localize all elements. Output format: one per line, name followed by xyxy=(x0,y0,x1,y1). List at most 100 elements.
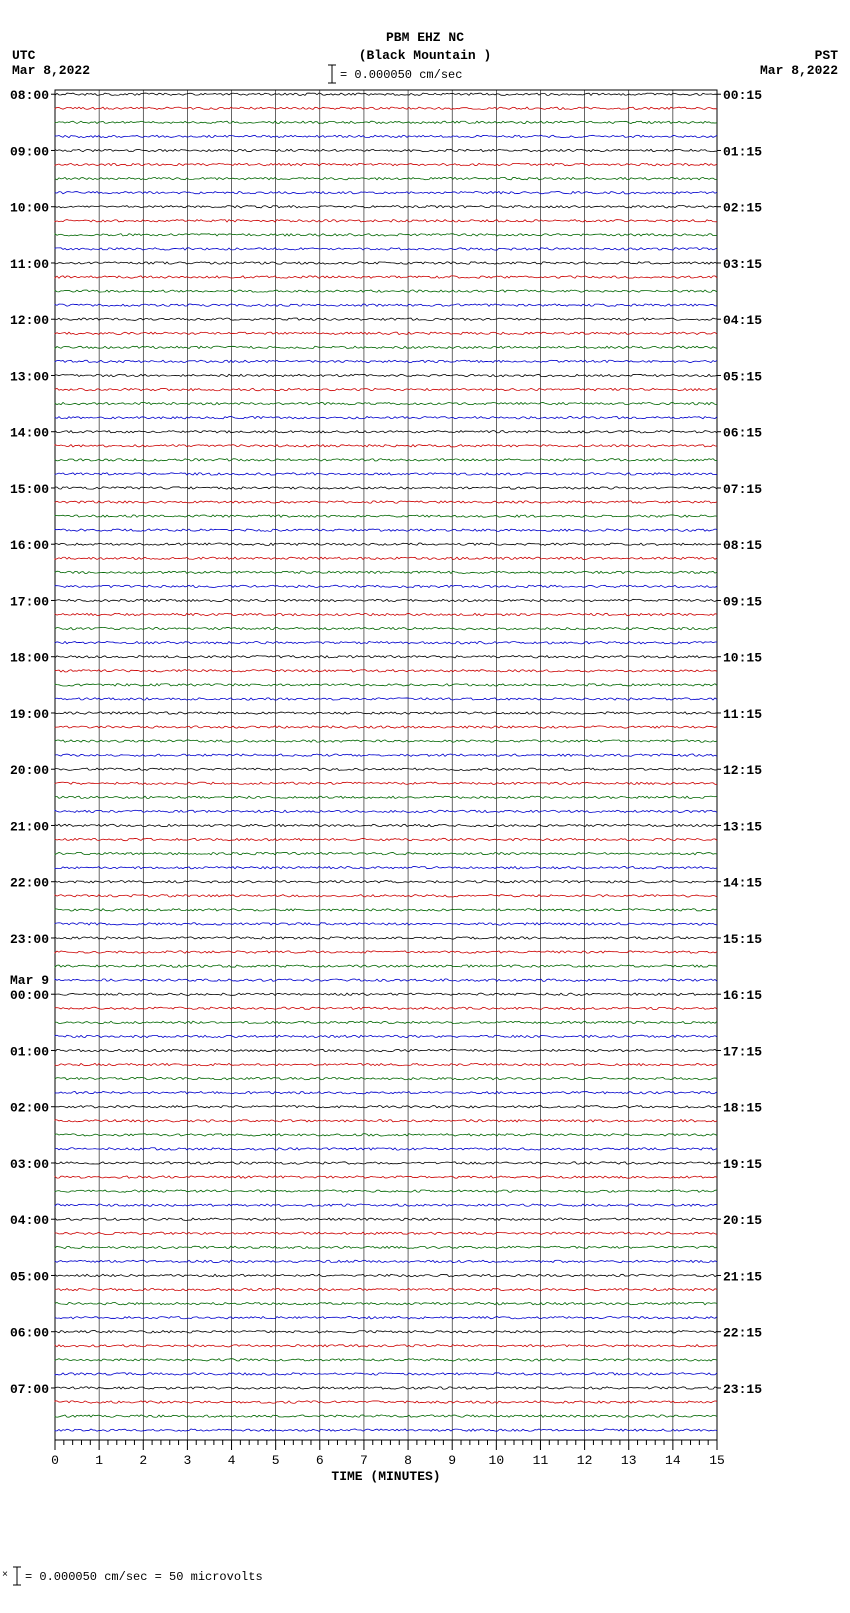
seismic-trace xyxy=(55,501,717,503)
utc-hour-label: 17:00 xyxy=(10,594,49,609)
utc-hour-label: 22:00 xyxy=(10,876,49,891)
seismic-trace xyxy=(55,1176,717,1178)
seismic-trace xyxy=(55,388,717,390)
seismic-trace xyxy=(55,571,717,573)
seismic-trace xyxy=(55,374,717,376)
seismic-trace xyxy=(55,135,717,137)
pst-hour-label: 02:15 xyxy=(723,201,762,216)
seismic-trace xyxy=(55,1021,717,1023)
seismic-trace xyxy=(55,163,717,165)
seismic-trace xyxy=(55,1120,717,1122)
utc-hour-label: 20:00 xyxy=(10,763,49,778)
seismic-trace xyxy=(55,149,717,151)
seismic-trace xyxy=(55,473,717,475)
utc-hour-label: 06:00 xyxy=(10,1326,49,1341)
seismic-trace xyxy=(55,1162,717,1164)
seismic-trace xyxy=(55,332,717,334)
utc-hour-label: 18:00 xyxy=(10,651,49,666)
seismic-trace xyxy=(55,1316,717,1318)
pst-hour-label: 21:15 xyxy=(723,1269,762,1284)
seismic-trace xyxy=(55,670,717,672)
seismic-trace xyxy=(55,1373,717,1375)
seismic-trace xyxy=(55,93,717,95)
seismic-trace xyxy=(55,824,717,826)
pst-hour-label: 12:15 xyxy=(723,763,762,778)
seismic-trace xyxy=(55,852,717,854)
seismic-trace xyxy=(55,515,717,517)
pst-hour-label: 20:15 xyxy=(723,1213,762,1228)
seismic-trace xyxy=(55,895,717,897)
pst-hour-label: 00:15 xyxy=(723,88,762,103)
pst-hour-label: 05:15 xyxy=(723,369,762,384)
seismic-trace xyxy=(55,248,717,250)
seismic-trace xyxy=(55,599,717,601)
seismic-trace xyxy=(55,1077,717,1079)
x-tick-label: 8 xyxy=(404,1453,412,1468)
seismic-trace xyxy=(55,866,717,868)
utc-hour-label: 16:00 xyxy=(10,538,49,553)
x-tick-label: 12 xyxy=(577,1453,593,1468)
seismic-trace xyxy=(55,684,717,686)
x-tick-label: 4 xyxy=(228,1453,236,1468)
helicorder-plot: 0123456789101112131415TIME (MINUTES)08:0… xyxy=(0,0,850,1560)
x-tick-label: 0 xyxy=(51,1453,59,1468)
utc-hour-label: 02:00 xyxy=(10,1101,49,1116)
x-axis-label: TIME (MINUTES) xyxy=(331,1469,440,1484)
helicorder-page: UTC Mar 8,2022 PST Mar 8,2022 PBM EHZ NC… xyxy=(0,0,850,1613)
seismic-trace xyxy=(55,1134,717,1136)
seismic-trace xyxy=(55,459,717,461)
footer-prefix: × xyxy=(2,1570,8,1581)
pst-hour-label: 10:15 xyxy=(723,651,762,666)
pst-hour-label: 01:15 xyxy=(723,144,762,159)
x-tick-label: 1 xyxy=(95,1453,103,1468)
seismic-trace xyxy=(55,1401,717,1403)
x-tick-label: 14 xyxy=(665,1453,681,1468)
seismic-trace xyxy=(55,1035,717,1037)
seismic-trace xyxy=(55,768,717,770)
utc-hour-label: 12:00 xyxy=(10,313,49,328)
scale-glyph-footer xyxy=(10,1565,24,1587)
seismic-trace xyxy=(55,290,717,292)
utc-hour-label: 00:00 xyxy=(10,988,49,1003)
seismic-trace xyxy=(55,557,717,559)
x-tick-label: 10 xyxy=(489,1453,505,1468)
seismic-trace xyxy=(55,121,717,123)
seismic-trace xyxy=(55,641,717,643)
seismic-trace xyxy=(55,1246,717,1248)
utc-hour-label: 09:00 xyxy=(10,144,49,159)
pst-hour-label: 15:15 xyxy=(723,932,762,947)
seismic-trace xyxy=(55,712,717,714)
seismic-trace xyxy=(55,881,717,883)
seismic-trace xyxy=(55,698,717,700)
pst-hour-label: 07:15 xyxy=(723,482,762,497)
pst-hour-label: 18:15 xyxy=(723,1101,762,1116)
x-tick-label: 7 xyxy=(360,1453,368,1468)
seismic-trace xyxy=(55,1415,717,1417)
seismic-trace xyxy=(55,220,717,222)
pst-hour-label: 04:15 xyxy=(723,313,762,328)
x-tick-label: 2 xyxy=(139,1453,147,1468)
seismic-trace xyxy=(55,346,717,348)
seismic-trace xyxy=(55,1429,717,1431)
x-tick-label: 11 xyxy=(533,1453,549,1468)
seismic-trace xyxy=(55,810,717,812)
seismic-trace xyxy=(55,796,717,798)
pst-hour-label: 19:15 xyxy=(723,1157,762,1172)
seismic-trace xyxy=(55,1260,717,1262)
pst-hour-label: 06:15 xyxy=(723,426,762,441)
pst-hour-label: 14:15 xyxy=(723,876,762,891)
seismic-trace xyxy=(55,965,717,967)
seismic-trace xyxy=(55,191,717,193)
seismic-trace xyxy=(55,416,717,418)
utc-hour-label: 13:00 xyxy=(10,369,49,384)
seismic-trace xyxy=(55,234,717,236)
x-tick-label: 5 xyxy=(272,1453,280,1468)
utc-hour-label: 21:00 xyxy=(10,819,49,834)
seismic-trace xyxy=(55,1359,717,1361)
seismic-trace xyxy=(55,206,717,208)
seismic-trace xyxy=(55,1204,717,1206)
utc-hour-label: 14:00 xyxy=(10,426,49,441)
seismic-trace xyxy=(55,838,717,840)
pst-hour-label: 03:15 xyxy=(723,257,762,272)
x-tick-label: 6 xyxy=(316,1453,324,1468)
